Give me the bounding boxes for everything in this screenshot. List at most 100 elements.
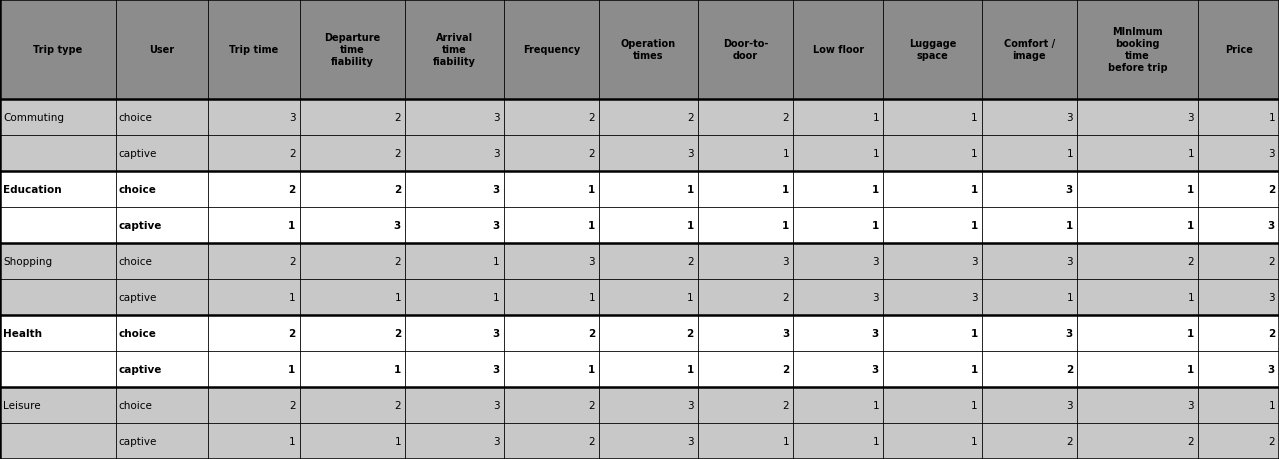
Bar — [299, 0, 405, 100]
Text: 3: 3 — [1269, 292, 1275, 302]
Bar — [793, 423, 883, 459]
Text: captive: captive — [119, 436, 157, 446]
Bar — [793, 207, 883, 243]
Bar — [1198, 280, 1279, 315]
Bar — [207, 423, 299, 459]
Text: Leisure: Leisure — [3, 400, 41, 410]
Bar — [982, 172, 1077, 207]
Bar — [883, 243, 982, 280]
Bar — [793, 315, 883, 351]
Text: 3: 3 — [494, 149, 500, 159]
Bar — [1198, 423, 1279, 459]
Bar — [504, 207, 599, 243]
Bar — [982, 243, 1077, 280]
Text: 3: 3 — [492, 185, 500, 195]
Bar — [504, 423, 599, 459]
Text: 3: 3 — [492, 328, 500, 338]
Text: 2: 2 — [1269, 436, 1275, 446]
Bar — [883, 172, 982, 207]
Text: 2: 2 — [588, 436, 595, 446]
Text: 2: 2 — [1188, 257, 1195, 266]
Text: Frequency: Frequency — [523, 45, 581, 55]
Bar — [1198, 243, 1279, 280]
Text: 3: 3 — [1267, 220, 1275, 230]
Text: 2: 2 — [394, 400, 402, 410]
Text: 3: 3 — [1267, 364, 1275, 374]
Text: 3: 3 — [783, 257, 789, 266]
Text: 3: 3 — [1065, 328, 1073, 338]
Bar — [299, 423, 405, 459]
Text: 1: 1 — [1187, 364, 1195, 374]
Text: 1: 1 — [971, 185, 977, 195]
Bar — [698, 0, 793, 100]
Text: 1: 1 — [394, 364, 402, 374]
Bar — [1077, 423, 1198, 459]
Bar — [698, 280, 793, 315]
Bar — [504, 0, 599, 100]
Text: 1: 1 — [1188, 292, 1195, 302]
Text: 2: 2 — [783, 400, 789, 410]
Text: 1: 1 — [971, 436, 977, 446]
Bar — [299, 243, 405, 280]
Bar — [115, 243, 207, 280]
Text: 3: 3 — [872, 364, 879, 374]
Text: 1: 1 — [1067, 292, 1073, 302]
Bar — [207, 207, 299, 243]
Text: 3: 3 — [494, 400, 500, 410]
Bar — [982, 136, 1077, 172]
Bar — [504, 172, 599, 207]
Text: 1: 1 — [872, 436, 879, 446]
Bar — [0, 387, 115, 423]
Bar — [982, 0, 1077, 100]
Bar — [1198, 207, 1279, 243]
Bar — [1077, 351, 1198, 387]
Bar — [698, 243, 793, 280]
Bar — [405, 100, 504, 136]
Text: 3: 3 — [971, 292, 977, 302]
Text: Health: Health — [3, 328, 42, 338]
Bar — [0, 280, 115, 315]
Bar — [0, 243, 115, 280]
Text: captive: captive — [119, 292, 157, 302]
Bar — [299, 387, 405, 423]
Bar — [299, 280, 405, 315]
Text: 3: 3 — [1065, 185, 1073, 195]
Text: 1: 1 — [1187, 328, 1195, 338]
Text: 3: 3 — [1188, 400, 1195, 410]
Bar — [405, 136, 504, 172]
Text: 1: 1 — [971, 220, 977, 230]
Bar — [207, 100, 299, 136]
Text: 1: 1 — [971, 400, 977, 410]
Bar — [883, 100, 982, 136]
Bar — [599, 243, 698, 280]
Bar — [207, 315, 299, 351]
Text: 2: 2 — [394, 257, 402, 266]
Bar — [698, 100, 793, 136]
Text: 1: 1 — [588, 292, 595, 302]
Text: 2: 2 — [588, 113, 595, 123]
Text: 1: 1 — [494, 292, 500, 302]
Text: choice: choice — [119, 400, 152, 410]
Text: 1: 1 — [288, 364, 295, 374]
Text: 2: 2 — [289, 400, 295, 410]
Bar — [299, 315, 405, 351]
Text: 3: 3 — [394, 220, 402, 230]
Text: 1: 1 — [1269, 400, 1275, 410]
Bar — [1077, 136, 1198, 172]
Text: 3: 3 — [1269, 149, 1275, 159]
Text: 3: 3 — [687, 436, 693, 446]
Bar — [883, 280, 982, 315]
Bar — [207, 280, 299, 315]
Bar — [793, 136, 883, 172]
Bar — [982, 423, 1077, 459]
Text: 1: 1 — [781, 220, 789, 230]
Text: 2: 2 — [288, 328, 295, 338]
Bar — [599, 315, 698, 351]
Text: choice: choice — [119, 113, 152, 123]
Text: 2: 2 — [588, 149, 595, 159]
Bar — [207, 172, 299, 207]
Bar — [599, 207, 698, 243]
Text: 1: 1 — [872, 220, 879, 230]
Bar — [1198, 387, 1279, 423]
Text: 1: 1 — [1067, 149, 1073, 159]
